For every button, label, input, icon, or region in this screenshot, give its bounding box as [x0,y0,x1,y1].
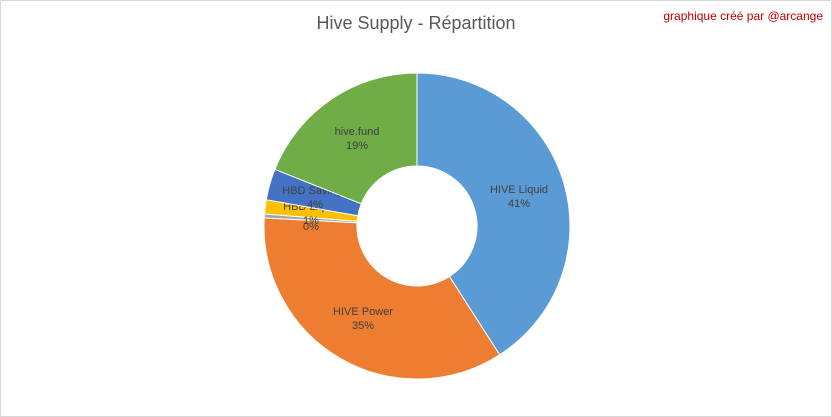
slice-hive-power [263,217,501,380]
slice-hive-liquid [416,72,571,356]
credit-text: graphique créé par @arcange [663,9,823,23]
slice-percent-hive-savings: 0% [303,221,319,233]
slice-percent-hbd-savings: 4% [307,199,323,211]
slice-percent-hive-power: 35% [352,320,374,332]
slice-percent-hbd-liquid: 1% [303,215,319,227]
slice-percent-hive-fund: 19% [346,140,368,152]
slice-label-hive-fund: hive.fund [335,126,380,138]
slice-label-hive-power: HIVE Power [333,306,393,318]
slice-hive-fund [274,72,418,205]
chart-title: Hive Supply - Répartition [316,13,516,33]
slice-label-hive-liquid: HIVE Liquid [490,184,548,196]
slice-percent-hive-liquid: 41% [508,198,530,210]
